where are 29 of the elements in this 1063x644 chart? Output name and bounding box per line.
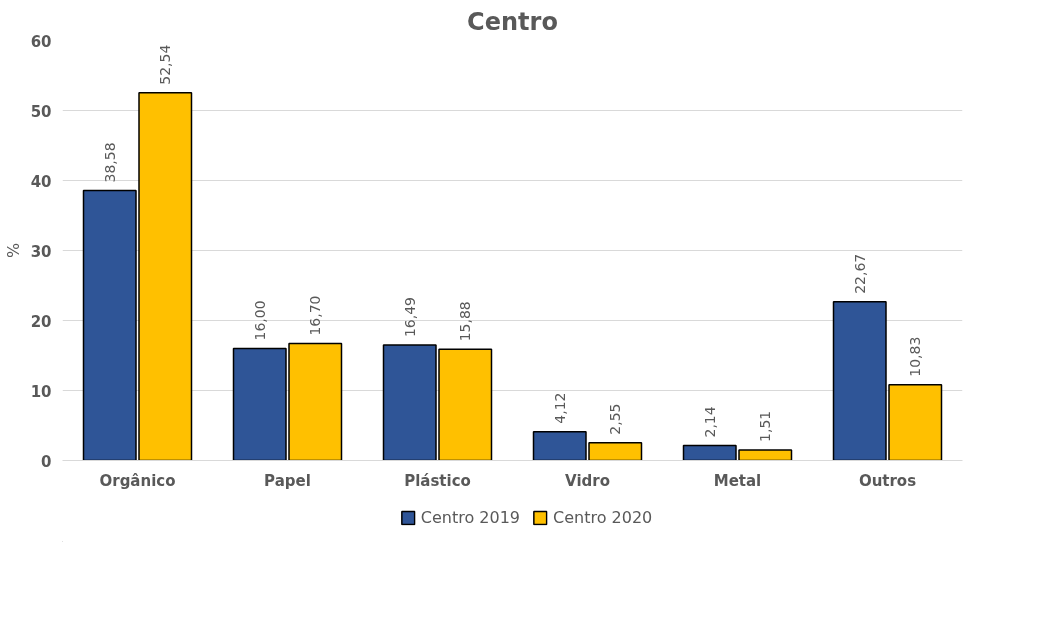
data-label: 38,58 xyxy=(101,142,118,183)
x-tick-label: Papel xyxy=(264,471,311,490)
data-label: 1,51 xyxy=(757,410,774,442)
x-tick-label: Vidro xyxy=(565,471,610,490)
x-tick-label: Outros xyxy=(858,471,917,490)
data-label: 2,55 xyxy=(607,403,624,435)
y-tick-label: 10 xyxy=(30,382,52,401)
legend-label: Centro 2019 xyxy=(420,507,520,527)
data-label: 16,70 xyxy=(307,295,324,336)
y-tick-label: 50 xyxy=(30,102,52,121)
data-label: 16,49 xyxy=(401,296,418,338)
x-tick-label: Plástico xyxy=(404,471,471,490)
data-label: 15,88 xyxy=(457,301,474,342)
y-tick-label: 60 xyxy=(30,32,52,51)
y-tick-label: 40 xyxy=(30,172,52,191)
y-tick-label: 0 xyxy=(41,452,52,471)
data-label: 16,00 xyxy=(251,300,268,341)
x-tick-label: Orgânico xyxy=(99,471,176,490)
data-label: 2,14 xyxy=(701,406,718,438)
data-label: 4,12 xyxy=(551,392,568,424)
data-label: 10,83 xyxy=(907,336,924,377)
data-label: 52,54 xyxy=(157,44,174,85)
chart-title: Centro xyxy=(467,7,558,36)
x-tick-label: Metal xyxy=(713,471,762,490)
y-tick-label: 30 xyxy=(30,242,52,261)
legend-label: Centro 2020 xyxy=(553,507,653,527)
data-label: 22,67 xyxy=(851,253,868,294)
y-axis-title: % xyxy=(3,242,23,259)
y-tick-label: 20 xyxy=(30,312,52,331)
